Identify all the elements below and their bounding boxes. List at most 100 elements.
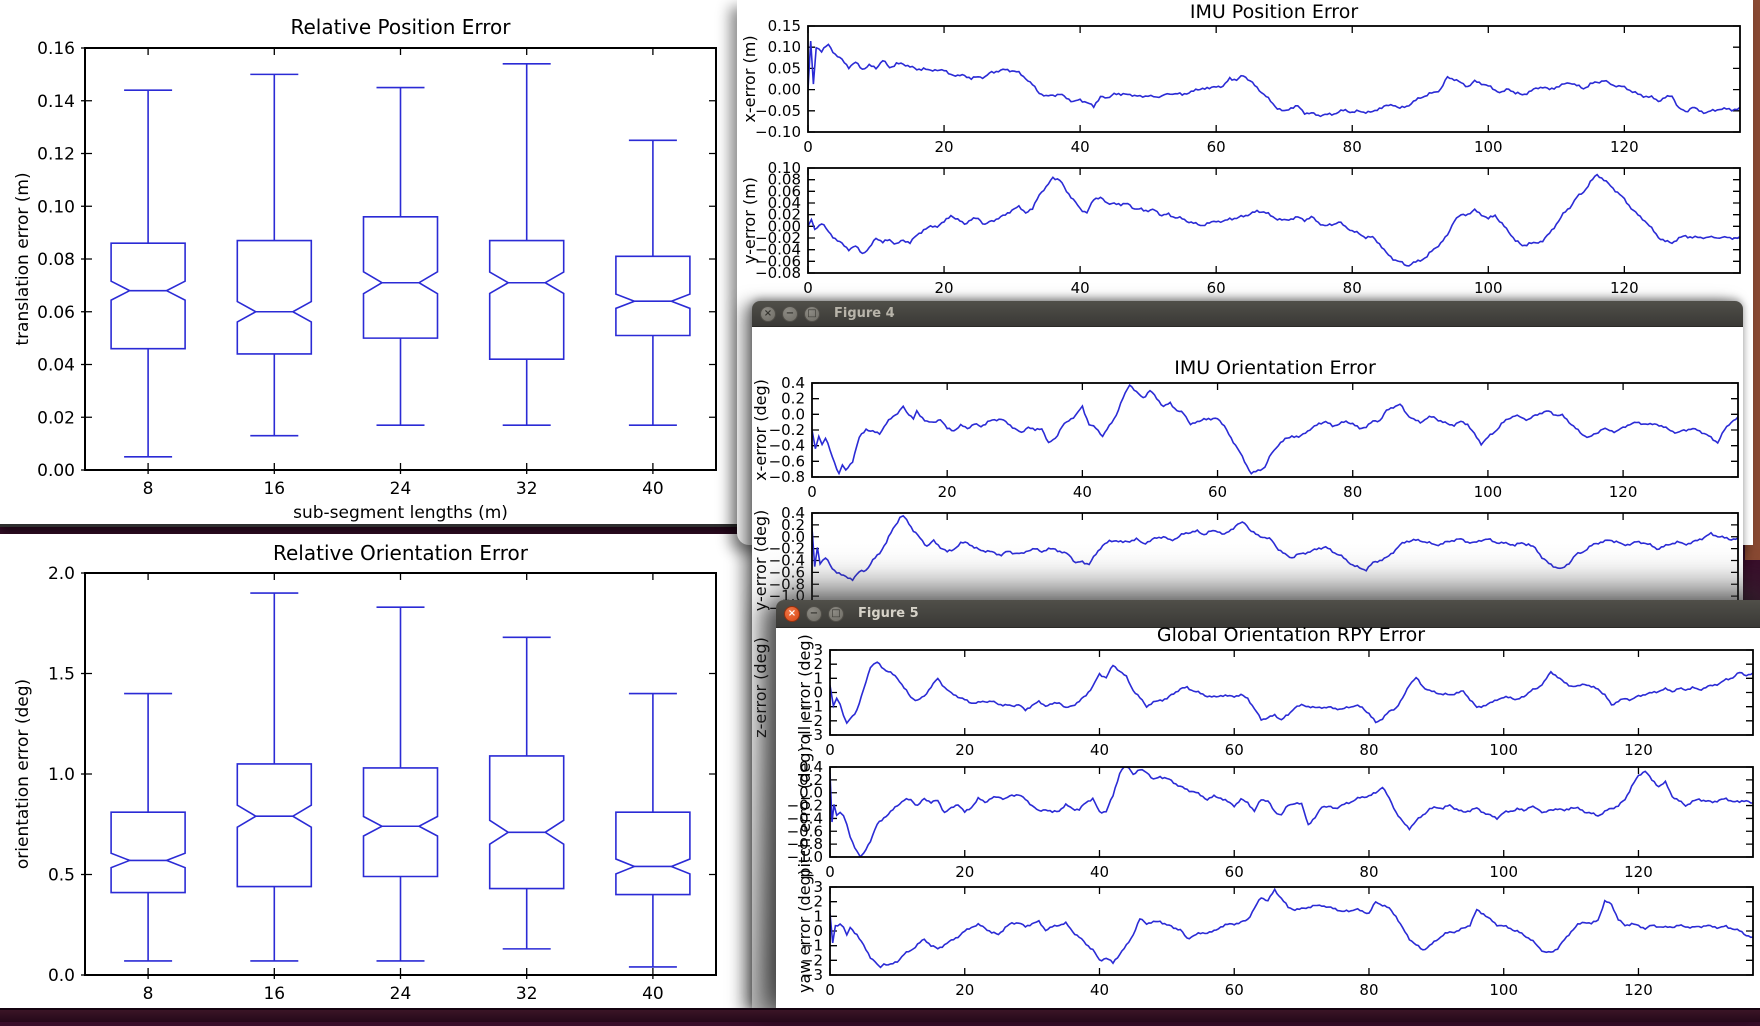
svg-text:sub-segment lengths (m): sub-segment lengths (m) (293, 503, 508, 523)
svg-text:120: 120 (1624, 741, 1653, 759)
svg-text:0.10: 0.10 (768, 159, 801, 177)
svg-text:40: 40 (642, 479, 664, 499)
svg-text:80: 80 (1359, 863, 1378, 881)
svg-text:IMU Orientation Error: IMU Orientation Error (1174, 357, 1376, 379)
svg-text:orientation error (deg): orientation error (deg) (13, 679, 33, 869)
svg-text:−0.6: −0.6 (769, 452, 805, 470)
svg-text:2: 2 (813, 655, 823, 673)
window-relative-position-error: Relative Position Error translation error… (0, 0, 745, 527)
svg-text:80: 80 (1343, 279, 1362, 297)
svg-text:translation error (m): translation error (m) (13, 172, 33, 345)
svg-text:y-error (m): y-error (m) (740, 177, 759, 264)
svg-text:80: 80 (1359, 981, 1378, 999)
svg-text:−0.8: −0.8 (769, 468, 805, 486)
maximize-icon[interactable]: □ (828, 605, 844, 622)
svg-text:yaw error (deg): yaw error (deg) (795, 869, 814, 993)
svg-text:0.16: 0.16 (37, 39, 75, 59)
svg-text:0: 0 (803, 279, 813, 297)
svg-text:Global Orientation RPY Error: Global Orientation RPY Error (1157, 627, 1425, 646)
svg-text:2.0: 2.0 (48, 564, 75, 584)
svg-text:−0.4: −0.4 (787, 809, 823, 827)
svg-text:−0.8: −0.8 (787, 835, 823, 853)
desktop-bottom-edge (0, 1008, 1760, 1022)
svg-text:3: 3 (813, 641, 823, 659)
svg-text:0.4: 0.4 (781, 504, 805, 522)
svg-text:100: 100 (1474, 483, 1503, 501)
svg-text:0.2: 0.2 (781, 516, 805, 534)
svg-text:2: 2 (813, 893, 823, 911)
svg-text:32: 32 (516, 479, 538, 499)
svg-text:0.05: 0.05 (768, 59, 801, 77)
svg-text:0: 0 (803, 138, 813, 156)
svg-text:40: 40 (1073, 483, 1092, 501)
svg-text:−0.05: −0.05 (755, 102, 801, 120)
svg-text:0: 0 (813, 922, 823, 940)
svg-text:1: 1 (813, 907, 823, 925)
svg-text:16: 16 (263, 479, 285, 499)
svg-text:40: 40 (1090, 741, 1109, 759)
svg-text:Relative Orientation Error: Relative Orientation Error (273, 541, 529, 565)
svg-text:8: 8 (143, 984, 154, 1004)
svg-text:100: 100 (1489, 741, 1518, 759)
svg-text:20: 20 (935, 138, 954, 156)
svg-text:60: 60 (1208, 483, 1227, 501)
svg-text:−2: −2 (801, 712, 823, 730)
svg-text:24: 24 (390, 479, 412, 499)
svg-text:1: 1 (813, 669, 823, 687)
svg-text:Relative Position Error: Relative Position Error (291, 15, 512, 39)
svg-text:20: 20 (955, 981, 974, 999)
svg-text:60: 60 (1207, 279, 1226, 297)
svg-text:−1: −1 (801, 937, 823, 955)
svg-text:40: 40 (642, 984, 664, 1004)
svg-text:80: 80 (1343, 138, 1362, 156)
svg-text:0: 0 (825, 741, 835, 759)
lineplot-imu-position: IMU Position Error x-error (m) 0.15 0.10 0.0… (737, 0, 1753, 549)
svg-text:120: 120 (1610, 138, 1639, 156)
svg-text:x-error (m): x-error (m) (740, 35, 759, 122)
svg-text:0.0: 0.0 (781, 405, 805, 423)
svg-text:60: 60 (1225, 863, 1244, 881)
svg-text:−0.6: −0.6 (787, 822, 823, 840)
minimize-icon[interactable]: − (782, 305, 798, 322)
close-icon[interactable]: × (760, 305, 776, 322)
close-icon[interactable]: × (784, 605, 800, 622)
svg-text:3: 3 (813, 878, 823, 896)
svg-text:20: 20 (955, 863, 974, 881)
svg-text:0.04: 0.04 (768, 194, 801, 212)
svg-text:−3: −3 (801, 966, 823, 984)
svg-text:−3: −3 (801, 726, 823, 744)
maximize-icon[interactable]: □ (804, 305, 820, 322)
svg-text:24: 24 (390, 984, 412, 1004)
svg-text:120: 120 (1624, 863, 1653, 881)
svg-text:0.00: 0.00 (768, 81, 801, 99)
titlebar-figure5[interactable]: × − □ Figure 5 (776, 600, 1760, 628)
svg-text:80: 80 (1359, 741, 1378, 759)
svg-text:60: 60 (1225, 981, 1244, 999)
svg-text:0.02: 0.02 (37, 408, 75, 428)
svg-text:−2: −2 (801, 951, 823, 969)
svg-text:0.10: 0.10 (37, 197, 75, 217)
svg-text:0: 0 (825, 863, 835, 881)
svg-text:20: 20 (935, 279, 954, 297)
titlebar-figure4[interactable]: × − □ Figure 4 (752, 301, 1743, 327)
svg-text:20: 20 (955, 741, 974, 759)
svg-text:80: 80 (1343, 483, 1362, 501)
svg-text:40: 40 (1071, 138, 1090, 156)
svg-text:pitch error (deg): pitch error (deg) (795, 746, 814, 877)
boxplot-relative-position: Relative Position Error translation error… (0, 0, 745, 528)
svg-text:0.02: 0.02 (768, 206, 801, 224)
svg-text:0: 0 (807, 483, 817, 501)
window-title: Figure 4 (834, 306, 895, 321)
svg-text:−0.06: −0.06 (755, 252, 801, 270)
svg-text:0.12: 0.12 (37, 145, 75, 165)
svg-text:0.0: 0.0 (48, 966, 75, 986)
svg-text:−0.2: −0.2 (769, 421, 805, 439)
svg-text:60: 60 (1207, 138, 1226, 156)
minimize-icon[interactable]: − (806, 605, 822, 622)
svg-text:100: 100 (1489, 863, 1518, 881)
svg-text:1.0: 1.0 (48, 765, 75, 785)
svg-text:20: 20 (938, 483, 957, 501)
svg-text:40: 40 (1071, 279, 1090, 297)
svg-text:−1.0: −1.0 (787, 848, 823, 866)
window-figure5: × − □ Figure 5 Global Orientation RPY Er… (776, 600, 1760, 1026)
